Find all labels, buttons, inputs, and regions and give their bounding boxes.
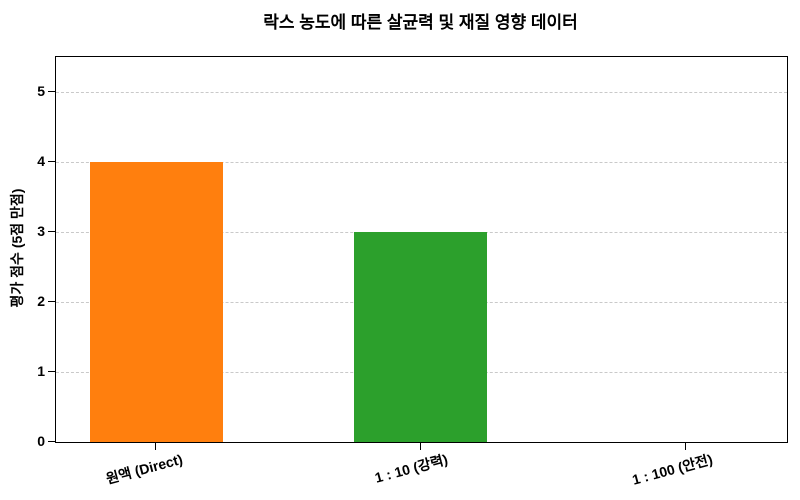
bar-0 <box>89 162 223 442</box>
x-tick-label-2: 1 : 100 (안전) <box>630 450 715 488</box>
y-tick-mark-0 <box>48 441 55 442</box>
y-tick-mark-5 <box>48 91 55 92</box>
y-tick-mark-1 <box>48 371 55 372</box>
y-tick-label-5: 5 <box>37 83 45 99</box>
x-tick-mark-2 <box>684 443 686 450</box>
x-tick-label-0: 원액 (Direct) <box>104 450 185 487</box>
y-tick-label-2: 2 <box>37 293 45 309</box>
y-tick-mark-3 <box>48 231 55 232</box>
y-tick-mark-4 <box>48 161 55 162</box>
y-tick-label-1: 1 <box>37 363 45 379</box>
chart-title: 락스 농도에 따른 살균력 및 재질 영향 데이터 <box>263 13 578 32</box>
plot-area <box>55 56 788 443</box>
x-tick-label-1: 1 : 10 (강력) <box>373 450 450 486</box>
bar-1 <box>354 232 488 442</box>
x-tick-mark-1 <box>419 443 421 450</box>
gridline-y-4 <box>56 162 787 163</box>
y-tick-label-4: 4 <box>37 153 45 169</box>
gridline-y-5 <box>56 92 787 93</box>
x-tick-mark-0 <box>155 443 156 450</box>
y-tick-mark-2 <box>48 301 55 302</box>
y-tick-label-3: 3 <box>37 223 45 239</box>
y-axis-label: 평가 점수 (5점 만점) <box>9 188 25 308</box>
y-tick-label-0: 0 <box>37 433 45 449</box>
